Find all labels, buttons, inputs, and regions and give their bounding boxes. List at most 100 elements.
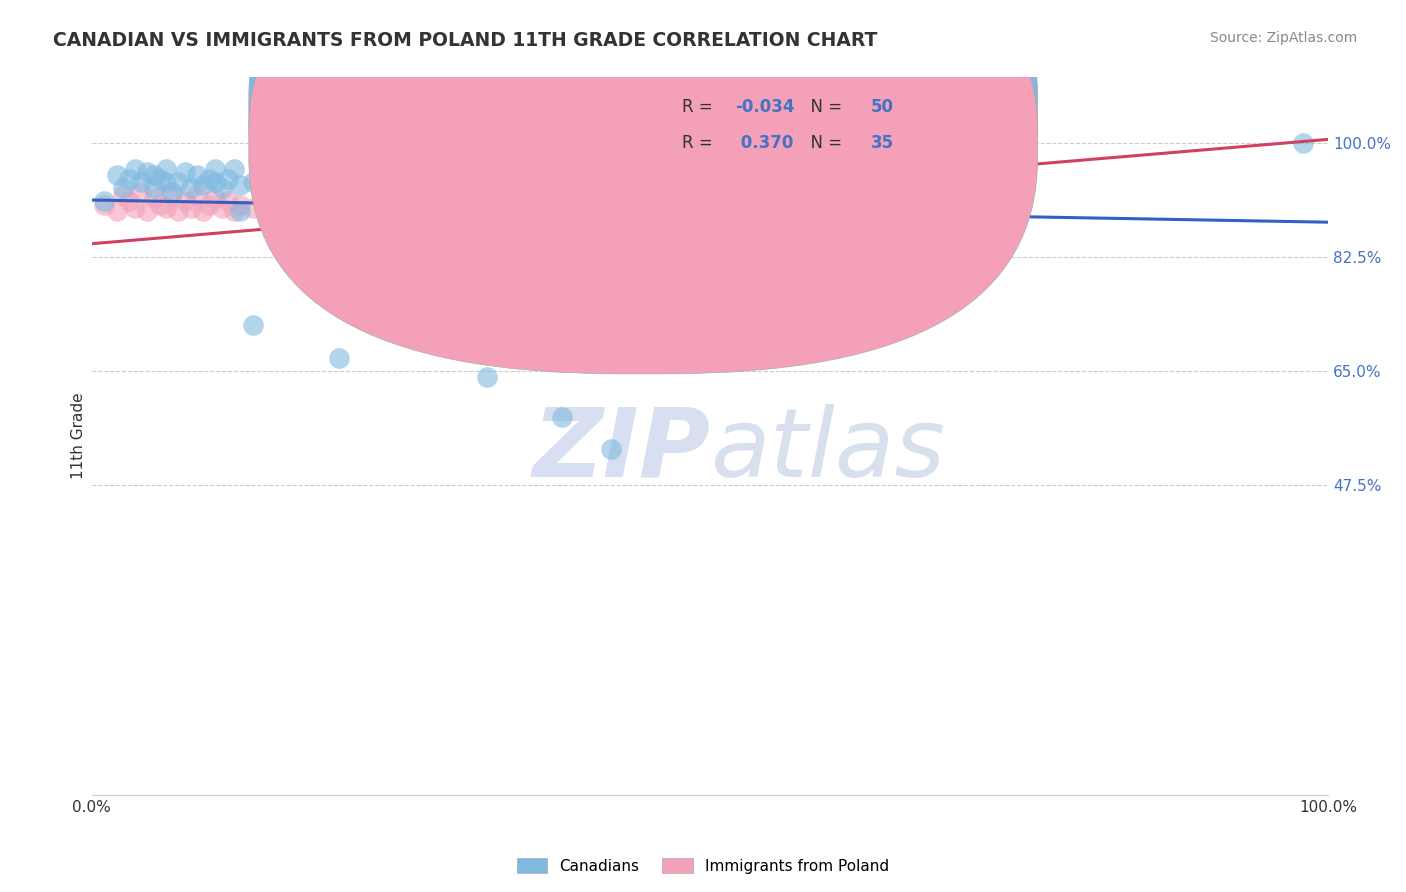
Point	[105, 204, 128, 219]
Point	[366, 220, 388, 235]
Point	[550, 409, 572, 424]
Point	[204, 175, 226, 189]
Text: CANADIAN VS IMMIGRANTS FROM POLAND 11TH GRADE CORRELATION CHART: CANADIAN VS IMMIGRANTS FROM POLAND 11TH …	[53, 31, 877, 50]
Point	[229, 204, 252, 219]
Point	[191, 178, 214, 192]
Point	[322, 211, 344, 225]
Point	[328, 211, 350, 225]
Point	[575, 282, 598, 296]
Point	[129, 185, 152, 199]
Point	[118, 194, 141, 209]
Point	[124, 201, 146, 215]
Point	[242, 201, 264, 215]
Point	[155, 175, 177, 189]
Point	[167, 204, 190, 219]
Point	[229, 197, 252, 211]
Point	[1292, 136, 1315, 150]
Point	[222, 161, 245, 176]
Point	[186, 187, 208, 202]
Point	[191, 204, 214, 219]
Point	[340, 214, 363, 228]
Point	[322, 178, 344, 192]
Text: 50: 50	[870, 98, 894, 117]
Point	[477, 370, 499, 384]
Point	[340, 187, 363, 202]
Point	[315, 220, 337, 235]
Point	[273, 204, 295, 219]
Legend: Canadians, Immigrants from Poland: Canadians, Immigrants from Poland	[510, 852, 896, 880]
Point	[550, 276, 572, 290]
Point	[217, 171, 239, 186]
Point	[266, 181, 288, 195]
Point	[278, 207, 301, 221]
Point	[366, 191, 388, 205]
Text: ZIP: ZIP	[531, 404, 710, 497]
FancyBboxPatch shape	[592, 74, 932, 170]
Point	[155, 161, 177, 176]
Point	[477, 252, 499, 267]
Point	[198, 171, 221, 186]
Point	[291, 175, 314, 189]
Point	[93, 194, 115, 209]
Point	[105, 168, 128, 182]
Point	[415, 236, 437, 251]
Point	[180, 181, 202, 195]
Point	[186, 168, 208, 182]
Point	[111, 187, 134, 202]
Point	[180, 201, 202, 215]
Point	[160, 185, 183, 199]
Point	[242, 318, 264, 333]
Point	[353, 214, 375, 228]
Point	[167, 175, 190, 189]
Point	[600, 442, 623, 456]
Point	[222, 204, 245, 219]
Point	[253, 168, 276, 182]
Text: atlas: atlas	[710, 404, 945, 497]
Point	[118, 171, 141, 186]
Point	[297, 207, 319, 221]
Point	[111, 181, 134, 195]
FancyBboxPatch shape	[249, 0, 1038, 338]
Point	[477, 240, 499, 254]
Point	[415, 194, 437, 209]
Point	[136, 204, 159, 219]
Point	[377, 217, 399, 231]
Text: 0.370: 0.370	[735, 134, 793, 152]
Text: Source: ZipAtlas.com: Source: ZipAtlas.com	[1209, 31, 1357, 45]
Point	[204, 191, 226, 205]
Point	[149, 171, 172, 186]
Point	[328, 351, 350, 365]
Point	[198, 197, 221, 211]
Point	[93, 197, 115, 211]
Point	[415, 227, 437, 241]
Point	[160, 187, 183, 202]
Point	[129, 175, 152, 189]
Point	[142, 168, 165, 182]
Point	[242, 175, 264, 189]
Text: R =: R =	[682, 98, 717, 117]
Text: -0.034: -0.034	[735, 98, 794, 117]
Point	[451, 230, 474, 244]
Text: N =: N =	[800, 134, 848, 152]
Point	[451, 197, 474, 211]
Point	[217, 194, 239, 209]
Point	[173, 194, 195, 209]
Point	[149, 197, 172, 211]
Point	[229, 178, 252, 192]
Text: N =: N =	[800, 98, 848, 117]
Point	[600, 292, 623, 306]
Point	[142, 191, 165, 205]
Point	[211, 181, 233, 195]
Point	[136, 165, 159, 179]
Text: R =: R =	[682, 134, 717, 152]
FancyBboxPatch shape	[249, 0, 1038, 374]
Point	[278, 171, 301, 186]
Point	[173, 165, 195, 179]
Point	[142, 181, 165, 195]
Point	[155, 201, 177, 215]
Point	[124, 161, 146, 176]
Point	[253, 194, 276, 209]
Point	[204, 161, 226, 176]
Y-axis label: 11th Grade: 11th Grade	[72, 392, 86, 479]
Point	[501, 252, 523, 267]
